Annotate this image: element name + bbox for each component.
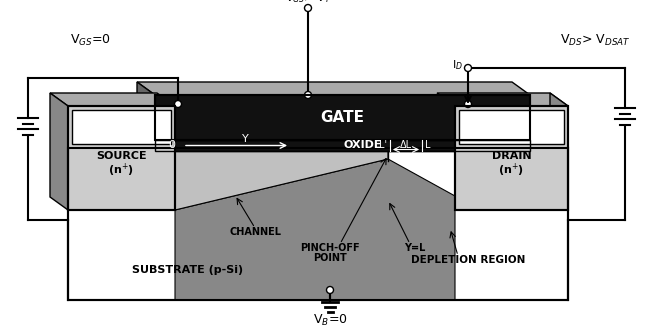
Circle shape [326, 287, 334, 293]
Bar [455, 106, 568, 210]
Text: CHANNEL: CHANNEL [229, 227, 281, 237]
Text: PINCH-OFF: PINCH-OFF [300, 243, 360, 253]
Bar [72, 110, 171, 144]
Text: V$_{GS}$=0: V$_{GS}$=0 [70, 32, 111, 47]
Text: SUBSTRATE (p-Si): SUBSTRATE (p-Si) [132, 265, 244, 275]
Text: POINT: POINT [313, 253, 347, 263]
Bar [68, 148, 568, 300]
Polygon shape [50, 93, 68, 210]
Polygon shape [437, 93, 568, 106]
Bar [68, 148, 568, 300]
Bar [455, 106, 568, 210]
Text: GATE: GATE [320, 110, 365, 125]
Bar [155, 95, 530, 140]
Polygon shape [175, 151, 388, 210]
Circle shape [305, 92, 312, 98]
Circle shape [175, 100, 181, 108]
Text: V$_{DS}$> V$_{DSAT}$: V$_{DS}$> V$_{DSAT}$ [559, 32, 630, 47]
Circle shape [465, 64, 471, 72]
Text: V$_{GS}$> V$_{T}$: V$_{GS}$> V$_{T}$ [285, 0, 332, 5]
Text: L: L [425, 139, 430, 150]
Text: Y=L: Y=L [404, 243, 426, 253]
Bar [68, 106, 175, 210]
Text: I$_{D}$: I$_{D}$ [452, 58, 463, 72]
Polygon shape [137, 127, 530, 140]
Polygon shape [137, 127, 155, 151]
Polygon shape [137, 82, 530, 95]
Polygon shape [550, 93, 568, 210]
Text: V$_{B}$=0: V$_{B}$=0 [312, 312, 348, 325]
Text: L': L' [379, 139, 387, 150]
Text: DEPLETION REGION: DEPLETION REGION [411, 255, 525, 265]
Bar [68, 106, 175, 210]
Bar [459, 110, 564, 144]
Text: 0: 0 [169, 140, 175, 150]
Text: Y: Y [242, 135, 248, 145]
Bar [155, 140, 530, 151]
Text: OXIDE: OXIDE [344, 140, 382, 150]
Text: (n$^{+}$): (n$^{+}$) [109, 161, 134, 179]
Bar [155, 95, 530, 140]
Polygon shape [137, 82, 155, 140]
Circle shape [465, 100, 471, 108]
Polygon shape [175, 159, 455, 300]
Text: SOURCE: SOURCE [96, 151, 147, 161]
Bar [155, 140, 530, 151]
Text: (n$^{+}$): (n$^{+}$) [498, 161, 524, 179]
Circle shape [305, 5, 312, 11]
Text: DRAIN: DRAIN [492, 151, 532, 161]
Polygon shape [50, 93, 175, 106]
Text: ΔL: ΔL [400, 139, 412, 150]
